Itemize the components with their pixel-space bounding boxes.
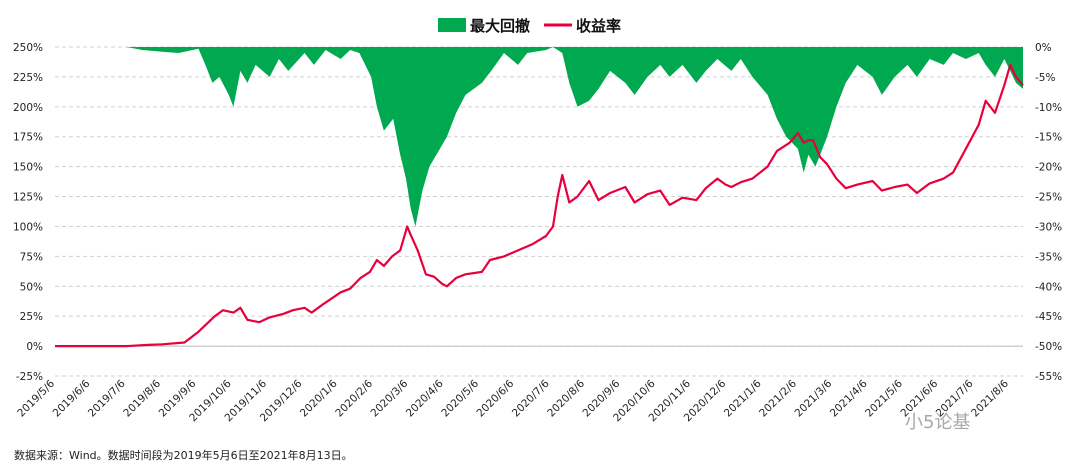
left-tick-label: 50% (20, 281, 43, 293)
right-tick-label: -40% (1035, 281, 1062, 293)
return-line-path (55, 63, 1024, 348)
x-tick-label: 2020/5/6 (439, 377, 481, 419)
x-tick-label: 2020/2/6 (333, 377, 375, 419)
right-tick-label: -20% (1035, 162, 1062, 174)
legend-label: 收益率 (576, 17, 621, 35)
x-tick-label: 2021/8/6 (969, 377, 1011, 419)
right-tick-label: -50% (1035, 341, 1062, 353)
x-tick-label: 2021/3/6 (793, 377, 835, 419)
right-tick-label: -10% (1035, 102, 1062, 114)
x-tick-label: 2019/7/6 (86, 377, 128, 419)
x-tick-label: 2021/1/6 (722, 377, 764, 419)
right-tick-label: -30% (1035, 221, 1062, 233)
grid-lines (55, 46, 1023, 377)
x-tick-label: 2021/4/6 (828, 377, 870, 419)
legend: 最大回撤 收益率 (438, 17, 621, 35)
x-tick-label: 2020/8/6 (545, 377, 587, 419)
left-tick-label: 200% (13, 102, 43, 114)
watermark: 小5论基 (905, 412, 971, 433)
left-tick-label: 75% (20, 251, 43, 263)
x-tick-label: 2019/6/6 (51, 377, 93, 419)
drawdown-area (55, 47, 1023, 227)
x-tick-label: 2020/3/6 (369, 377, 411, 419)
right-tick-label: -35% (1035, 251, 1062, 263)
x-axis: 2019/5/62019/6/62019/7/62019/8/62019/9/6… (15, 377, 1011, 424)
left-tick-label: 175% (13, 132, 43, 144)
left-tick-label: 25% (20, 311, 43, 323)
right-tick-label: 0% (1035, 42, 1052, 54)
right-tick-label: -15% (1035, 132, 1062, 144)
left-tick-label: 100% (13, 221, 43, 233)
left-tick-label: 0% (26, 341, 43, 353)
left-tick-label: -25% (16, 371, 43, 383)
left-axis: 250% 225% 200% 175% 150% 125% 100% 75% 50% 25% 0% -… (13, 42, 43, 383)
x-tick-label: 2019/5/6 (15, 377, 57, 419)
x-tick-label: 2020/7/6 (510, 377, 552, 419)
x-tick-label: 2021/2/6 (757, 377, 799, 419)
left-tick-label: 250% (13, 42, 43, 54)
right-tick-label: -55% (1035, 371, 1062, 383)
left-tick-label: 225% (13, 72, 43, 84)
legend-swatch-drawdown (438, 18, 466, 32)
return-line (55, 63, 1024, 348)
x-tick-label: 2019/8/6 (121, 377, 163, 419)
right-tick-label: -45% (1035, 311, 1062, 323)
right-tick-label: -5% (1035, 72, 1055, 84)
x-tick-label: 2020/6/6 (475, 377, 517, 419)
left-tick-label: 150% (13, 162, 43, 174)
x-tick-label: 2020/1/6 (298, 377, 340, 419)
left-tick-label: 125% (13, 192, 43, 204)
drawdown-area-path (55, 47, 1023, 227)
x-tick-label: 2021/5/6 (863, 377, 905, 419)
x-tick-label: 2020/4/6 (404, 377, 446, 419)
legend-label: 最大回撤 (470, 17, 530, 35)
right-tick-label: -25% (1035, 192, 1062, 204)
right-axis: 0% -5% -10% -15% -20% -25% -30% -35% -40% -45% -50… (1035, 42, 1062, 383)
source-note: 数据来源：Wind。数据时间段为2019年5月6日至2021年8月13日。 (14, 449, 353, 462)
